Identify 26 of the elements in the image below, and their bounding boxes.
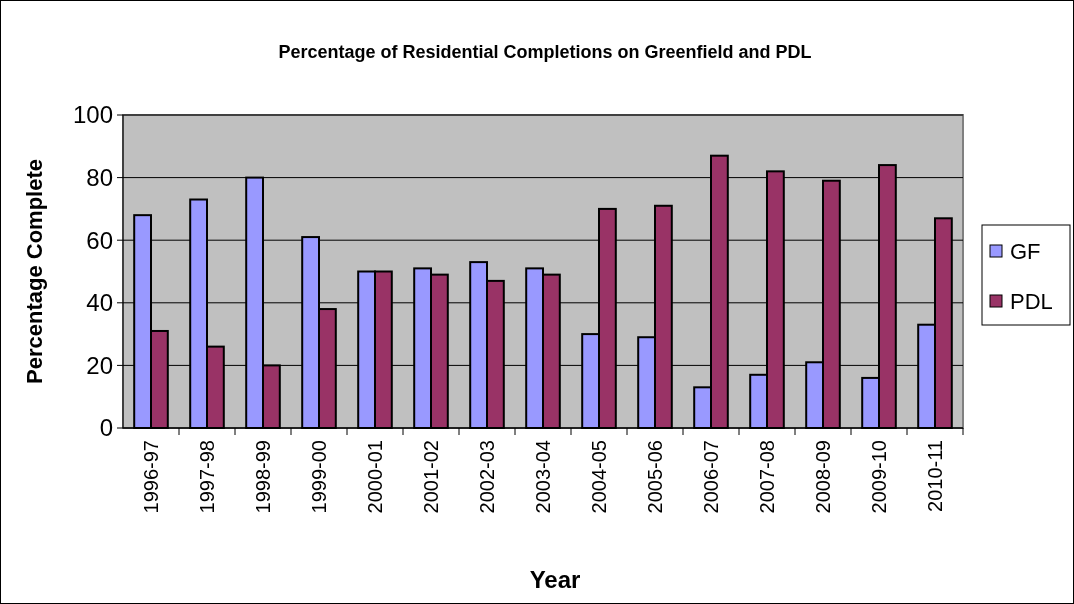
chart-title: Percentage of Residential Completions on Greenfield and PDL (278, 42, 812, 62)
y-tick-label: 60 (86, 226, 113, 254)
x-tick-label: 2002-03 (476, 440, 498, 514)
x-tick-label: 2001-02 (420, 440, 442, 514)
x-tick-label: 2000-01 (364, 440, 386, 514)
y-tick-label: 0 (99, 414, 113, 442)
y-axis-title: Percentage Complete (22, 159, 47, 384)
y-tick-label: 40 (86, 289, 113, 317)
x-tick-label: 2009-10 (868, 440, 890, 514)
x-tick-label: 2006-07 (700, 440, 722, 514)
x-tick-label: 2007-08 (756, 440, 778, 514)
x-tick-label: 1996-97 (140, 440, 162, 514)
x-tick-label: 2008-09 (812, 440, 834, 514)
legend-label: GF (1010, 238, 1041, 264)
y-tick-label: 80 (86, 164, 113, 191)
x-tick-label: 1999-00 (308, 440, 330, 514)
y-tick-label: 20 (86, 351, 113, 379)
x-tick-label: 2005-06 (644, 440, 666, 514)
x-tick-label: 2010-11 (924, 440, 946, 512)
x-tick-label: 2003-04 (532, 440, 554, 514)
legend-label: PDL (1010, 288, 1053, 314)
x-tick-label: 1997-98 (196, 440, 218, 514)
x-axis-title: Year (529, 566, 581, 593)
x-tick-label: 1998-99 (252, 440, 274, 514)
x-tick-label: 2004-05 (588, 440, 610, 514)
y-tick-label: 100 (72, 101, 113, 129)
